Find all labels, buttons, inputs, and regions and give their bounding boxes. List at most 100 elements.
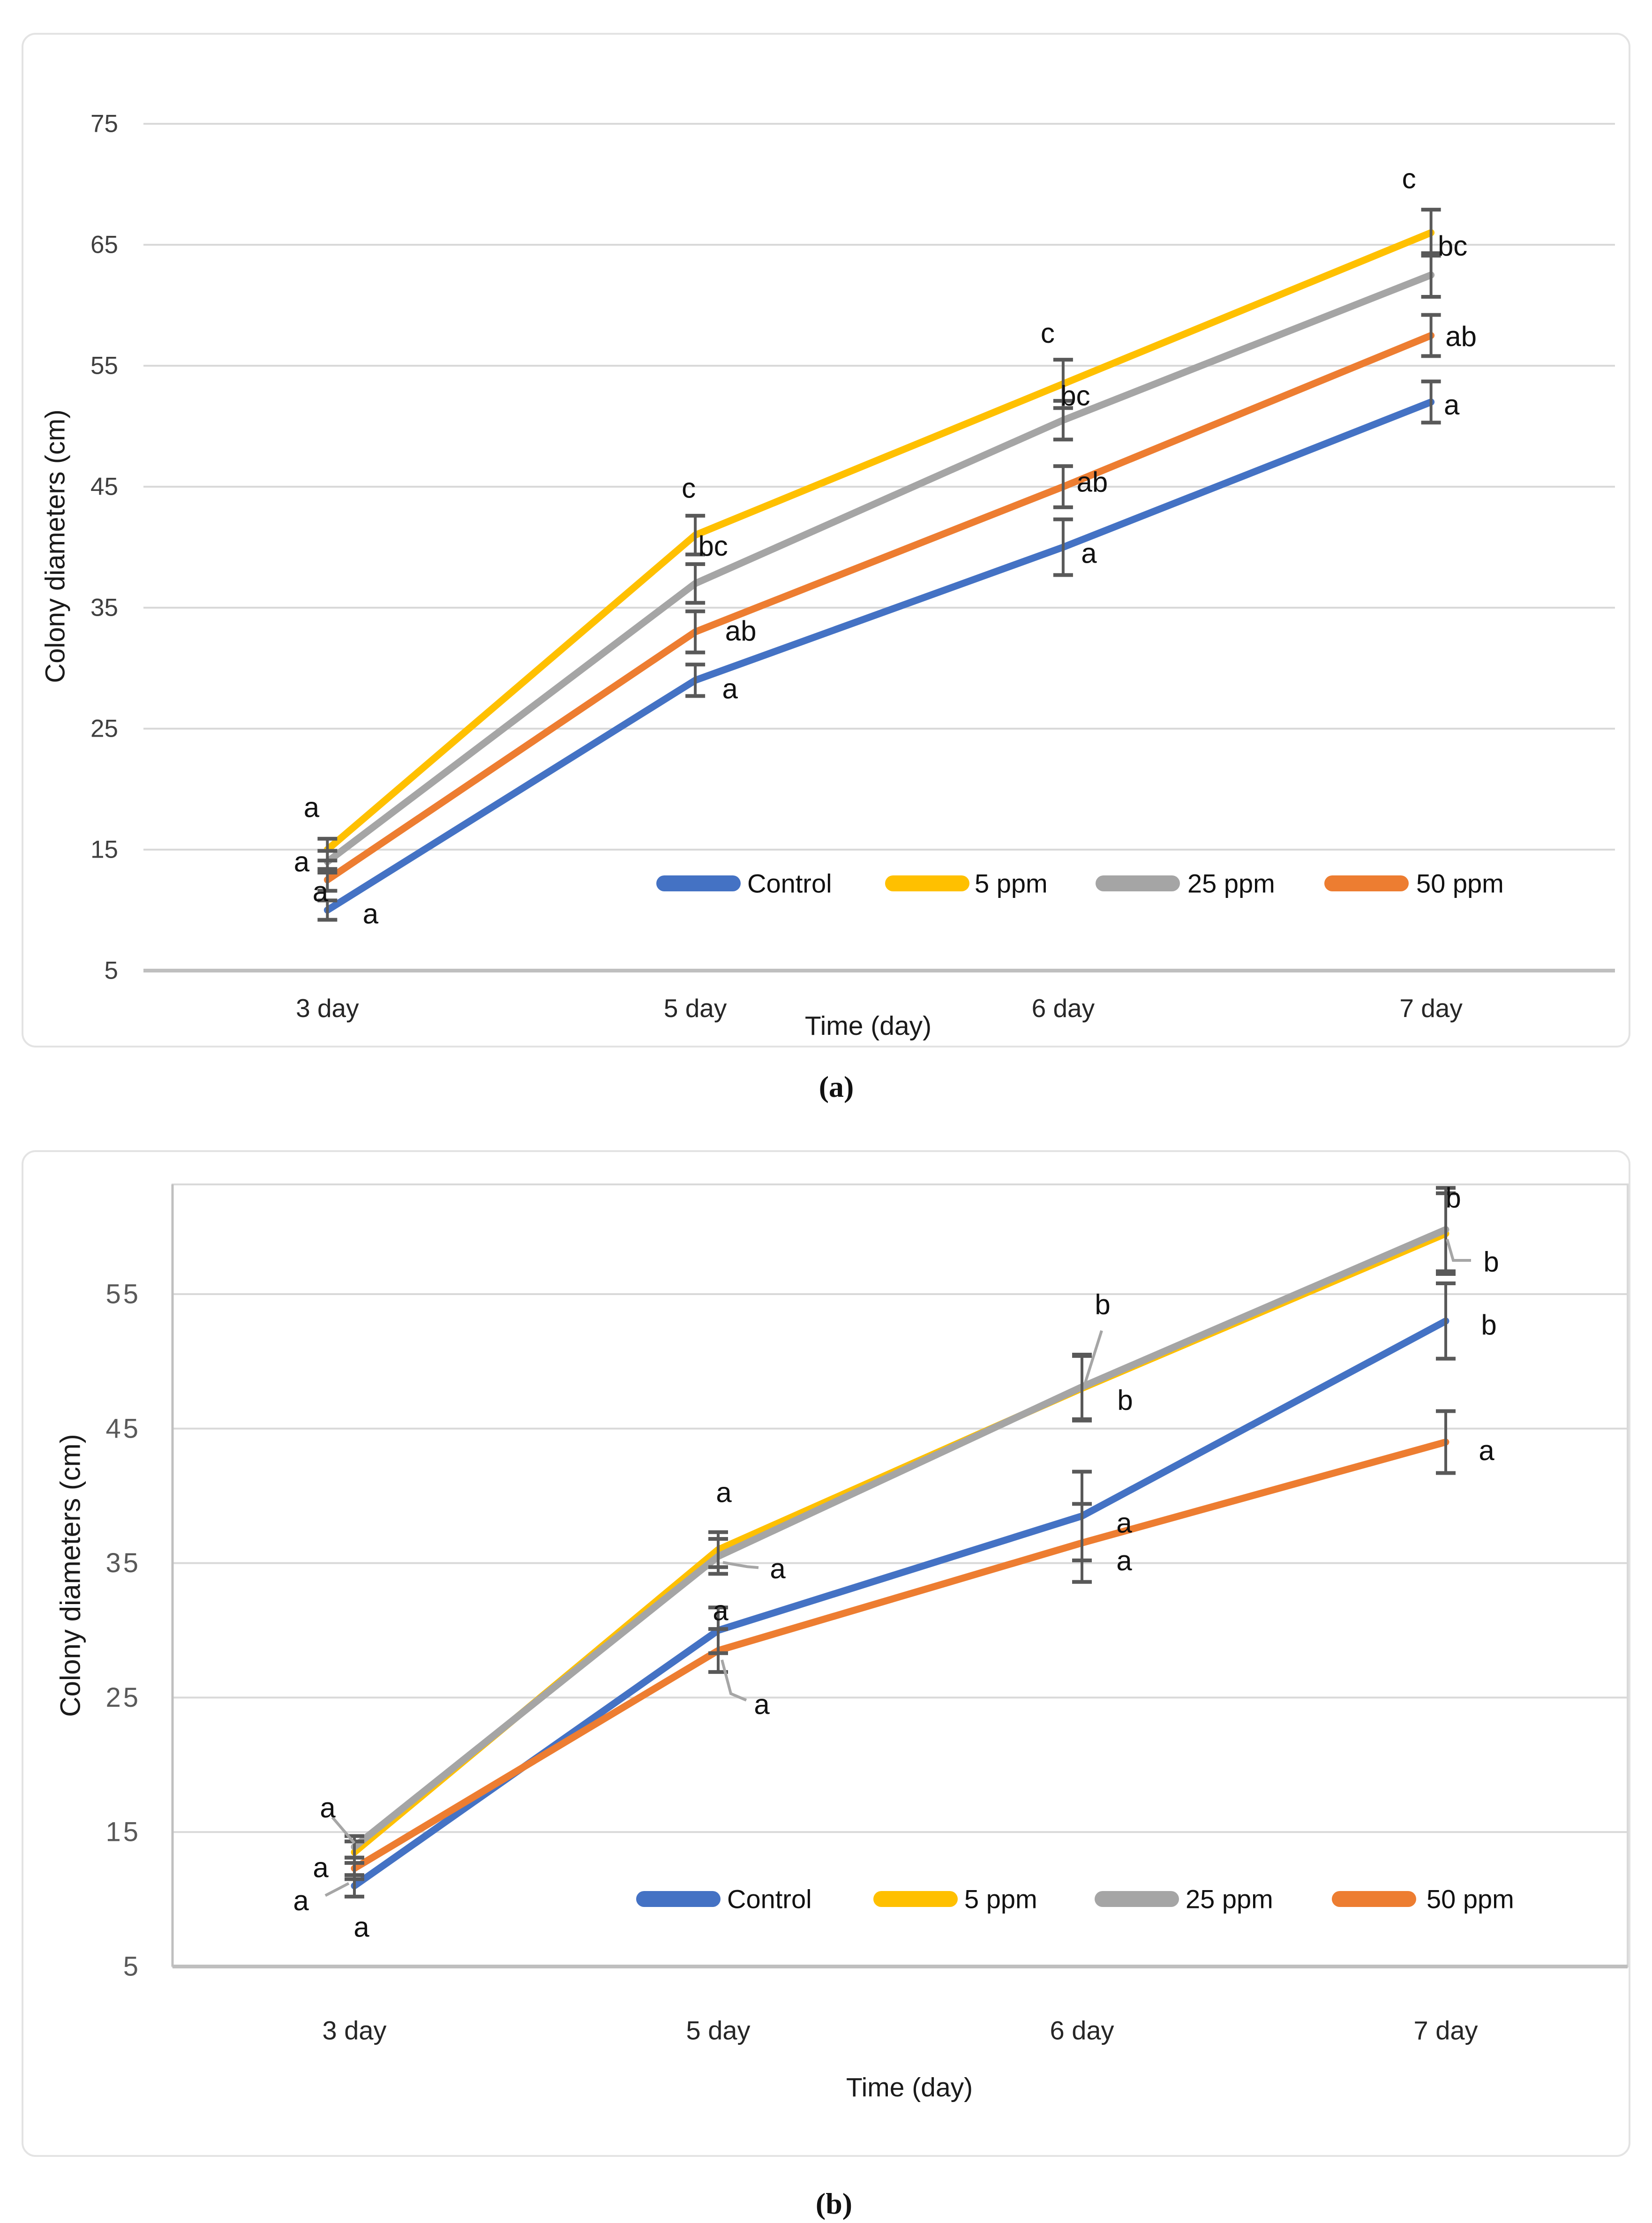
significance-letter: a xyxy=(1116,1507,1132,1539)
significance-letter: c xyxy=(682,473,696,504)
significance-letter: b xyxy=(1445,1182,1461,1213)
error-bar xyxy=(345,1855,364,1881)
error-bar xyxy=(317,867,338,893)
significance-letter: a xyxy=(313,876,329,907)
significance-letter: ab xyxy=(1445,321,1477,352)
error-bar xyxy=(1436,1186,1456,1274)
error-bar xyxy=(1436,1409,1456,1475)
annotation-leader-line xyxy=(1446,1239,1471,1262)
legend-swatch-25-ppm xyxy=(1095,1891,1179,1907)
chart-panel xyxy=(22,1150,1630,2157)
y-tick-label: 55 xyxy=(90,352,118,380)
significance-letter: b xyxy=(1117,1384,1133,1416)
series-line-control xyxy=(323,398,1435,914)
chart-panel xyxy=(22,33,1630,1047)
legend-label: 5 ppm xyxy=(975,869,1048,898)
significance-letter: a xyxy=(353,1911,369,1943)
y-tick-label: 55 xyxy=(105,1279,141,1310)
annotation-leader-line xyxy=(722,1561,759,1569)
error-bar xyxy=(708,1537,728,1576)
y-tick-label: 45 xyxy=(105,1413,141,1444)
error-bar xyxy=(1072,1353,1092,1421)
legend-swatch-control xyxy=(656,875,741,891)
y-tick-label: 15 xyxy=(90,836,118,864)
annotation-leader-line xyxy=(324,1882,350,1897)
caption-a: (a) xyxy=(818,1070,854,1103)
series-line-25-ppm xyxy=(323,271,1435,866)
legend-label: 50 ppm xyxy=(1427,1884,1514,1914)
significance-letter: ab xyxy=(725,615,757,647)
legend-label: 25 ppm xyxy=(1186,1884,1273,1914)
y-tick-label: 25 xyxy=(90,715,118,743)
x-axis-title-b: Time (day) xyxy=(846,2072,973,2102)
error-bar xyxy=(685,663,706,698)
significance-letter: bc xyxy=(1060,380,1090,412)
significance-letter: a xyxy=(722,673,738,704)
legend: Control 5 ppm 25 ppm 50 ppm xyxy=(636,1884,1514,1914)
significance-letter: a xyxy=(363,898,379,930)
significance-letter: a xyxy=(304,792,320,823)
legend-label: Control xyxy=(727,1884,812,1914)
error-bar xyxy=(1072,1502,1092,1584)
x-tick-label: 6 day xyxy=(1050,2016,1114,2045)
legend-swatch-50-ppm xyxy=(1324,875,1409,891)
legend: Control 5 ppm 25 ppm 50 ppm xyxy=(656,869,1504,898)
significance-letter: b xyxy=(1481,1309,1496,1341)
y-tick-label: 65 xyxy=(90,231,118,259)
y-tick-label: 35 xyxy=(90,594,118,622)
error-bar xyxy=(1053,517,1073,577)
y-tick-label: 15 xyxy=(105,1817,141,1847)
legend-swatch-25-ppm xyxy=(1096,875,1180,891)
significance-letter: a xyxy=(293,1885,309,1916)
error-bar xyxy=(685,609,706,655)
legend-label: Control xyxy=(747,869,832,898)
error-bar xyxy=(1436,1281,1456,1361)
error-bar xyxy=(1421,313,1441,358)
y-axis-title-b: Colony diameters (cm) xyxy=(54,1434,86,1717)
annotation-leader-line xyxy=(721,1659,747,1702)
legend-swatch-control xyxy=(636,1891,721,1907)
error-bar xyxy=(1053,399,1073,442)
significance-letter: b xyxy=(1095,1289,1110,1320)
x-tick-label: 7 day xyxy=(1414,2016,1478,2045)
error-bar xyxy=(1053,464,1073,509)
error-bar xyxy=(317,898,338,922)
error-bar xyxy=(1421,251,1441,299)
legend-label: 50 ppm xyxy=(1416,869,1504,898)
significance-letter: a xyxy=(1444,389,1460,421)
x-tick-label: 7 day xyxy=(1399,994,1463,1023)
x-tick-label: 3 day xyxy=(323,2016,387,2045)
y-tick-label: 5 xyxy=(105,957,118,985)
error-bar xyxy=(685,562,706,605)
significance-letter: a xyxy=(1081,538,1097,569)
annotation-leader-line xyxy=(1083,1330,1103,1385)
series-line-50-ppm xyxy=(323,332,1435,883)
annotation-leader-line xyxy=(331,1816,356,1844)
y-tick-label: 35 xyxy=(105,1548,141,1578)
series-line-5-ppm xyxy=(323,229,1435,853)
significance-letter: a xyxy=(313,1852,329,1884)
significance-letter: bc xyxy=(698,530,728,562)
y-tick-label: 45 xyxy=(90,473,118,501)
significance-letter: c xyxy=(1402,163,1416,195)
x-tick-label: 3 day xyxy=(296,994,359,1023)
significance-letter: a xyxy=(320,1792,336,1824)
y-tick-label: 5 xyxy=(123,1952,141,1982)
x-tick-label: 6 day xyxy=(1032,994,1095,1023)
y-tick-label: 25 xyxy=(105,1682,141,1713)
x-axis-title-a: Time (day) xyxy=(804,1011,932,1041)
significance-letter: b xyxy=(1483,1246,1499,1277)
legend-label: 5 ppm xyxy=(964,1884,1037,1914)
error-bar xyxy=(1421,379,1441,425)
x-tick-label: 5 day xyxy=(664,994,727,1023)
significance-letter: a xyxy=(294,846,310,877)
series-line-50-ppm xyxy=(351,1438,1449,1872)
significance-letter: bc xyxy=(1438,230,1467,262)
significance-letter: ab xyxy=(1077,467,1108,498)
significance-letter: a xyxy=(770,1553,786,1584)
significance-letter: a xyxy=(1116,1545,1132,1576)
